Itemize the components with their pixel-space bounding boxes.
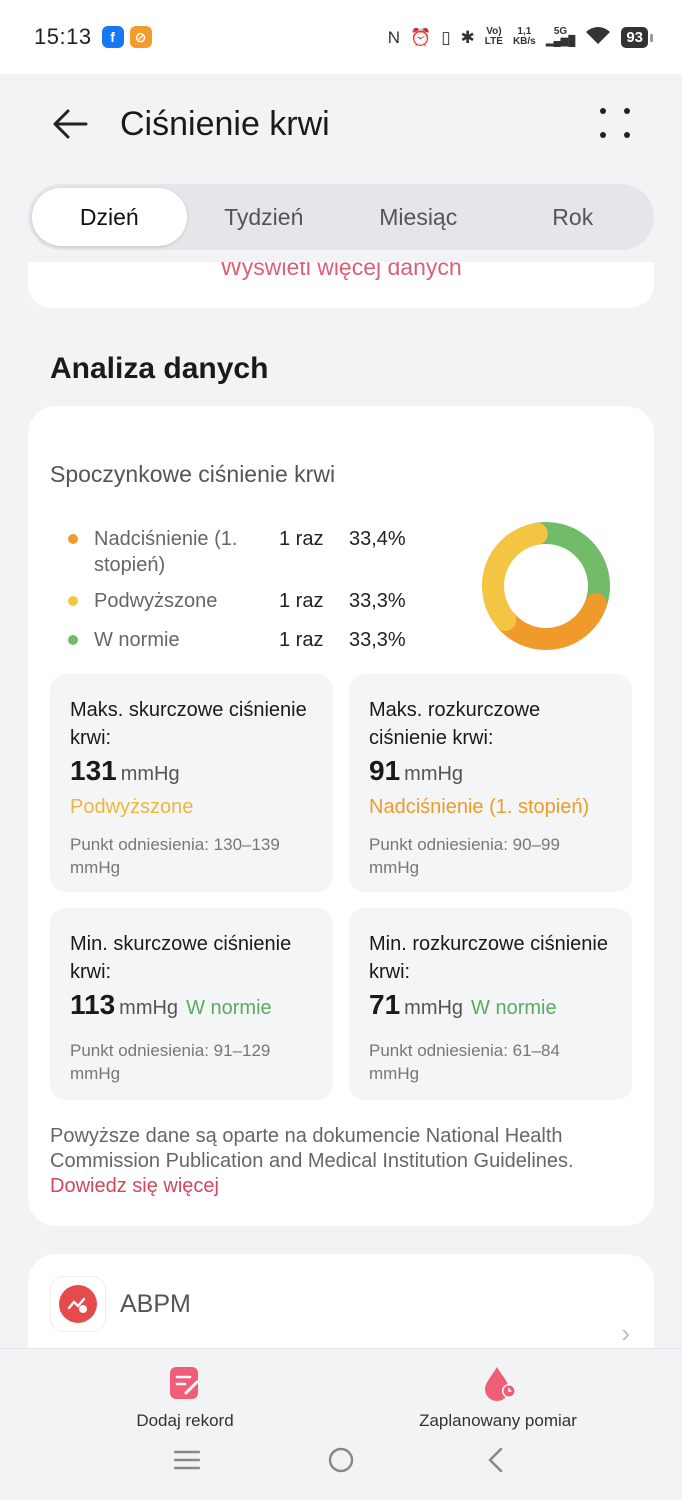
learn-more-link[interactable]: Dowiedz się więcej bbox=[50, 1175, 219, 1197]
abpm-icon bbox=[50, 1276, 106, 1332]
stat-label: Maks. skurczowe ciśnienie krwi: bbox=[70, 699, 307, 749]
scheduled-measurement-label: Zaplanowany pomiar bbox=[419, 1411, 577, 1430]
data-source-note: Powyższe dane są oparte na dokumencie Na… bbox=[50, 1124, 640, 1199]
stat-label: Min. skurczowe ciśnienie krwi: bbox=[70, 933, 292, 983]
legend-percent: 33,3% bbox=[349, 629, 406, 651]
system-navigation bbox=[0, 1445, 682, 1475]
stat-reference: Punkt odniesienia: 61–84 mmHg bbox=[369, 1041, 560, 1083]
previous-card: Wyświetl więcej danych bbox=[28, 262, 654, 308]
blood-drop-clock-icon bbox=[481, 1365, 516, 1401]
stat-status: Nadciśnienie (1. stopień) bbox=[369, 796, 590, 818]
network-speed: 1,1 KB/s bbox=[512, 26, 536, 47]
stat-card-min-systolic: Min. skurczowe ciśnienie krwi: 113 mmHg W … bbox=[50, 908, 333, 1100]
analysis-card: Spoczynkowe ciśnienie krwi Nadciśnienie … bbox=[28, 406, 654, 1226]
app-header: Ciśnienie krwi bbox=[0, 74, 682, 174]
stat-unit: mmHg bbox=[404, 997, 464, 1019]
legend-count: 1 raz bbox=[279, 590, 324, 612]
facebook-icon: f bbox=[101, 26, 124, 48]
stat-status: W normie bbox=[471, 997, 557, 1019]
stat-label: Maks. rozkurczowe ciśnienie krwi: bbox=[369, 699, 541, 749]
legend-count: 1 raz bbox=[279, 629, 324, 651]
volte-indicator: Vo) LTE bbox=[484, 26, 503, 47]
status-time: 15:13 bbox=[34, 24, 92, 49]
donut-segment-2 bbox=[525, 522, 610, 616]
legend-percent: 33,3% bbox=[349, 590, 406, 612]
period-tabs: Dzień Tydzień Miesiąc Rok bbox=[28, 184, 654, 250]
donut-segment-1 bbox=[482, 522, 548, 631]
legend-dot-hypertension bbox=[68, 534, 78, 544]
back-icon[interactable] bbox=[480, 1445, 510, 1475]
tab-day[interactable]: Dzień bbox=[32, 188, 187, 246]
stat-value: 113 bbox=[70, 989, 116, 1020]
stat-card-min-diastolic: Min. rozkurczowe ciśnienie krwi: 71 mmHg W… bbox=[349, 908, 632, 1100]
tab-week[interactable]: Tydzień bbox=[224, 204, 304, 230]
add-record-button[interactable]: Dodaj rekord bbox=[100, 1365, 270, 1431]
scheduled-measurement-button[interactable]: Zaplanowany pomiar bbox=[400, 1365, 596, 1431]
abpm-card[interactable]: ABPM › bbox=[28, 1254, 654, 1364]
tab-month[interactable]: Miesiąc bbox=[379, 204, 458, 230]
legend-item: Nadciśnienie (1. stopień) 1 raz 33,4% bbox=[68, 526, 406, 578]
edit-note-icon bbox=[168, 1365, 202, 1401]
card-subtitle: Spoczynkowe ciśnienie krwi bbox=[50, 461, 336, 487]
abpm-label: ABPM bbox=[120, 1290, 191, 1318]
stat-unit: mmHg bbox=[119, 997, 179, 1019]
alarm-icon: ⏰ bbox=[410, 27, 432, 47]
add-record-label: Dodaj rekord bbox=[136, 1411, 234, 1430]
page-title: Ciśnienie krwi bbox=[120, 104, 330, 143]
wifi-icon bbox=[585, 26, 611, 49]
donut-segment-0 bbox=[494, 593, 607, 650]
legend-item: W normie 1 raz 33,3% bbox=[68, 627, 406, 653]
stat-unit: mmHg bbox=[120, 763, 180, 785]
stat-unit: mmHg bbox=[404, 763, 464, 785]
stat-value: 91 bbox=[369, 755, 401, 786]
legend-count: 1 raz bbox=[279, 528, 324, 550]
app-notification-icon: ⊘ bbox=[129, 26, 152, 48]
legend-dot-normal bbox=[68, 635, 78, 645]
stat-label: Min. rozkurczowe ciśnienie krwi: bbox=[369, 933, 608, 983]
back-arrow-icon[interactable] bbox=[50, 104, 90, 144]
stat-reference: Punkt odniesienia: 90–99 mmHg bbox=[369, 835, 560, 877]
status-bar: 15:13 f ⊘ N ⏰ ▯ ✱ Vo) LTE 1,1 KB/s 5G ▂▄▆█ … bbox=[0, 0, 682, 74]
legend-label: Nadciśnienie (1. stopień) bbox=[94, 528, 238, 576]
nfc-icon: N bbox=[387, 27, 401, 47]
more-options-icon[interactable] bbox=[600, 108, 632, 140]
note-text: Powyższe dane są oparte na dokumencie Na… bbox=[50, 1125, 574, 1172]
legend-item: Podwyższone 1 raz 33,3% bbox=[68, 588, 406, 614]
section-title: Analiza danych bbox=[50, 352, 269, 385]
stat-reference: Punkt odniesienia: 130–139 mmHg bbox=[70, 835, 280, 877]
stat-card-max-diastolic: Maks. rozkurczowe ciśnienie krwi: 91 mmHg… bbox=[349, 674, 632, 892]
tab-year[interactable]: Rok bbox=[552, 204, 594, 230]
legend-label: W normie bbox=[94, 629, 180, 651]
chevron-right-icon: › bbox=[621, 1318, 630, 1348]
bottom-action-bar: Dodaj rekord Zaplanowany pomiar bbox=[0, 1348, 682, 1500]
bluetooth-icon: ✱ bbox=[460, 27, 475, 47]
stat-card-max-systolic: Maks. skurczowe ciśnienie krwi: 131 mmHg … bbox=[50, 674, 333, 892]
show-more-data-link[interactable]: Wyświetl więcej danych bbox=[220, 262, 462, 280]
home-icon[interactable] bbox=[326, 1445, 356, 1475]
menu-icon[interactable] bbox=[172, 1445, 202, 1475]
legend-percent: 33,4% bbox=[349, 528, 406, 550]
vibrate-icon: ▯ bbox=[441, 27, 451, 47]
stat-reference: Punkt odniesienia: 91–129 mmHg bbox=[70, 1041, 271, 1083]
battery-indicator: 93 bbox=[621, 26, 653, 48]
legend-label: Podwyższone bbox=[94, 590, 218, 612]
stat-value: 71 bbox=[369, 989, 401, 1020]
stat-status: Podwyższone bbox=[70, 796, 194, 818]
stat-status: W normie bbox=[186, 997, 272, 1019]
stat-value: 131 bbox=[70, 755, 117, 786]
legend-dot-elevated bbox=[68, 596, 78, 606]
signal-icon: 5G ▂▄▆█ bbox=[545, 26, 576, 47]
donut-chart bbox=[482, 522, 610, 650]
status-icons: N ⏰ ▯ ✱ Vo) LTE 1,1 KB/s 5G ▂▄▆█ 93 bbox=[387, 26, 653, 49]
